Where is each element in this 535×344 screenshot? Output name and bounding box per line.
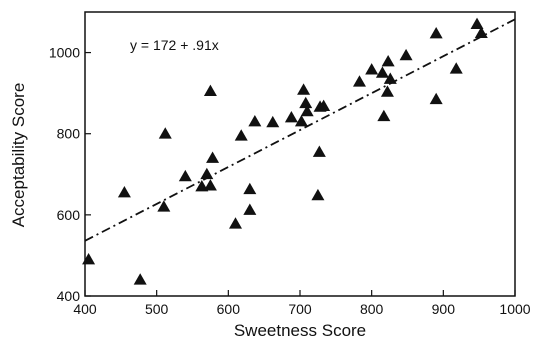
plot-frame: [84, 11, 516, 297]
y-tick-label: 400: [57, 288, 81, 304]
x-axis-ticks: 400 500 600 700 800 900 1000: [73, 290, 531, 317]
data-point-triangle: [297, 83, 311, 95]
data-point-triangle: [299, 96, 313, 109]
data-point-triangle: [312, 145, 326, 157]
data-point-triangle: [294, 115, 308, 127]
data-point-triangle: [206, 151, 220, 163]
data-point-triangle: [311, 188, 325, 201]
data-point-triangle: [429, 92, 443, 105]
data-point-triangle: [248, 115, 262, 127]
y-axis-ticks: 400 600 800 1000: [49, 45, 91, 304]
data-point-triangle: [200, 167, 214, 180]
x-tick-label: 900: [432, 301, 456, 317]
data-point-triangle: [133, 273, 147, 285]
y-tick-label: 1000: [49, 45, 80, 61]
data-point-triangle: [449, 62, 463, 74]
data-point-triangle: [178, 169, 192, 182]
data-point-triangle: [365, 63, 379, 75]
x-tick-label: 600: [217, 301, 241, 317]
data-point-triangle: [377, 109, 391, 122]
data-point-triangle: [158, 127, 172, 139]
data-point-triangle: [234, 129, 248, 141]
x-axis-title: Sweetness Score: [234, 321, 366, 340]
data-point-triangle: [266, 115, 280, 128]
data-point-triangle: [375, 66, 389, 78]
data-point-triangle: [317, 99, 331, 112]
data-point-triangle: [284, 110, 298, 123]
x-tick-label: 800: [360, 301, 384, 317]
data-point-triangle: [380, 85, 394, 97]
y-tick-label: 600: [57, 207, 81, 223]
x-tick-label: 700: [288, 301, 312, 317]
data-points: [82, 17, 488, 285]
data-point-triangle: [474, 26, 488, 38]
data-point-triangle: [117, 186, 131, 198]
data-point-triangle: [399, 48, 413, 61]
x-tick-label: 400: [73, 301, 97, 317]
data-point-triangle: [381, 54, 395, 67]
regression-line: [84, 18, 516, 242]
data-point-triangle: [157, 200, 171, 212]
data-point-triangle: [383, 72, 397, 84]
x-tick-label: 1000: [499, 301, 530, 317]
y-axis-title: Acceptability Score: [9, 83, 28, 228]
data-point-triangle: [203, 179, 217, 191]
data-point-triangle: [229, 217, 242, 229]
data-point-triangle: [195, 179, 209, 192]
data-point-triangle: [429, 27, 443, 39]
data-point-triangle: [300, 104, 314, 117]
data-point-triangle: [243, 182, 257, 195]
x-tick-label: 500: [145, 301, 169, 317]
data-point-triangle: [352, 75, 366, 87]
data-point-triangle: [470, 17, 484, 30]
data-point-triangle: [82, 252, 96, 265]
data-point-triangle: [203, 84, 217, 96]
data-point-triangle: [243, 203, 257, 215]
y-tick-label: 800: [57, 126, 81, 142]
regression-equation: y = 172 + .91x: [130, 37, 219, 53]
